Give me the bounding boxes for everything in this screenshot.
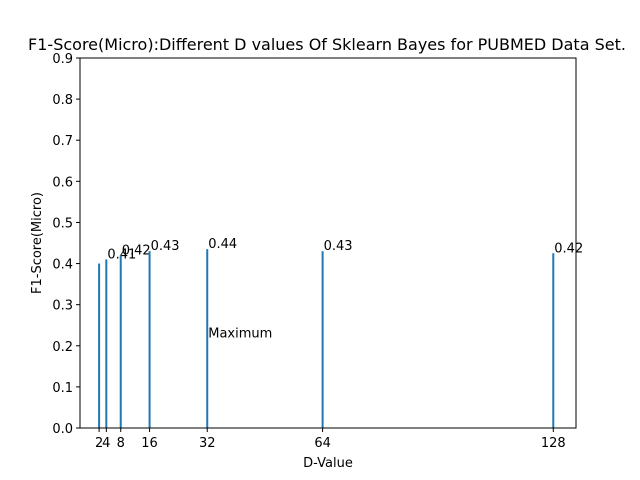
x-tick-label: 128	[541, 436, 566, 451]
bar	[119, 255, 122, 428]
x-tick-label: 64	[314, 436, 331, 451]
y-tick-label: 0.1	[52, 381, 73, 396]
bar	[105, 259, 108, 428]
bar	[98, 263, 101, 428]
y-axis: 0.0 0.1 0.2 0.3 0.4 0.5 0.6 0.7 0.8 0.9	[52, 52, 80, 437]
bar	[206, 249, 209, 428]
x-tick-label: 16	[141, 436, 158, 451]
bar-value-label: 0.43	[151, 239, 180, 254]
y-tick-label: 0.9	[52, 52, 73, 67]
bar-value-label: 0.43	[324, 239, 353, 254]
y-tick-label: 0.8	[52, 93, 73, 108]
y-tick-label: 0.5	[52, 216, 73, 231]
bar-value-label: 0.42	[122, 243, 151, 258]
bar	[321, 251, 324, 428]
y-axis-label: F1-Score(Micro)	[30, 192, 45, 294]
x-tick-label: 4	[102, 436, 110, 451]
y-tick-label: 0.3	[52, 299, 73, 314]
bar	[148, 251, 151, 428]
y-tick-label: 0.4	[52, 258, 73, 273]
bar-value-label: 0.44	[208, 237, 237, 252]
y-tick-label: 0.0	[52, 422, 73, 437]
x-tick-label: 2	[95, 436, 103, 451]
y-tick-label: 0.2	[52, 340, 73, 355]
x-tick-label: 32	[199, 436, 216, 451]
axes-frame	[79, 57, 577, 429]
y-tick-label: 0.6	[52, 175, 73, 190]
x-axis-label: D-Value	[303, 456, 353, 471]
bar	[552, 253, 555, 428]
maximum-annotation: Maximum	[208, 327, 272, 342]
chart-title: F1-Score(Micro):Different D values Of Sk…	[28, 35, 626, 54]
bar-value-label: 0.41	[107, 247, 136, 262]
x-tick-label: 8	[117, 436, 125, 451]
y-tick-label: 0.7	[52, 134, 73, 149]
x-axis: 24 8 16 32 64 128	[95, 428, 566, 451]
bar-value-label: 0.42	[554, 241, 583, 256]
